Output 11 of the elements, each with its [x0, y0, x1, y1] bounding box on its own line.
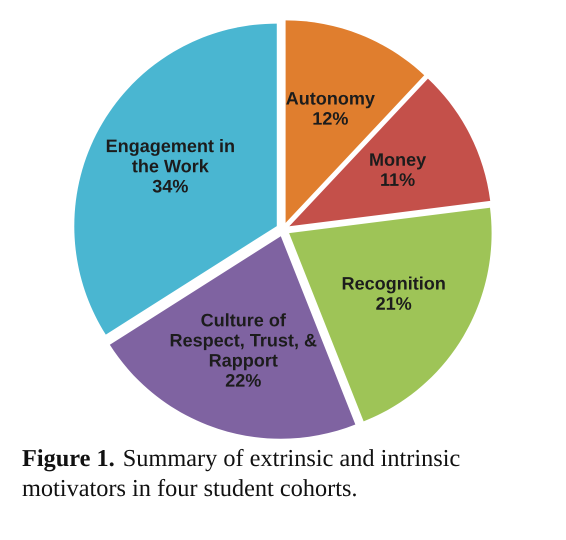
slice-label: Autonomy	[286, 92, 375, 108]
slice-label: Culture of Respect, Trust, & Rapport	[170, 313, 316, 370]
data-label: 21%	[376, 297, 412, 310]
slice-label: Money	[370, 153, 426, 170]
slice-label: Recognition	[342, 276, 445, 294]
caption: Figure 1. Summary of extrinsic and intrinsic motivators in four student cohorts.	[22, 448, 460, 496]
data-label: 12%	[313, 112, 348, 125]
data-label: 11%	[381, 173, 415, 186]
data-label: 34%	[152, 180, 188, 193]
data-label: 22%	[226, 374, 261, 387]
slice-label: Engagement in the Work	[106, 138, 234, 172]
